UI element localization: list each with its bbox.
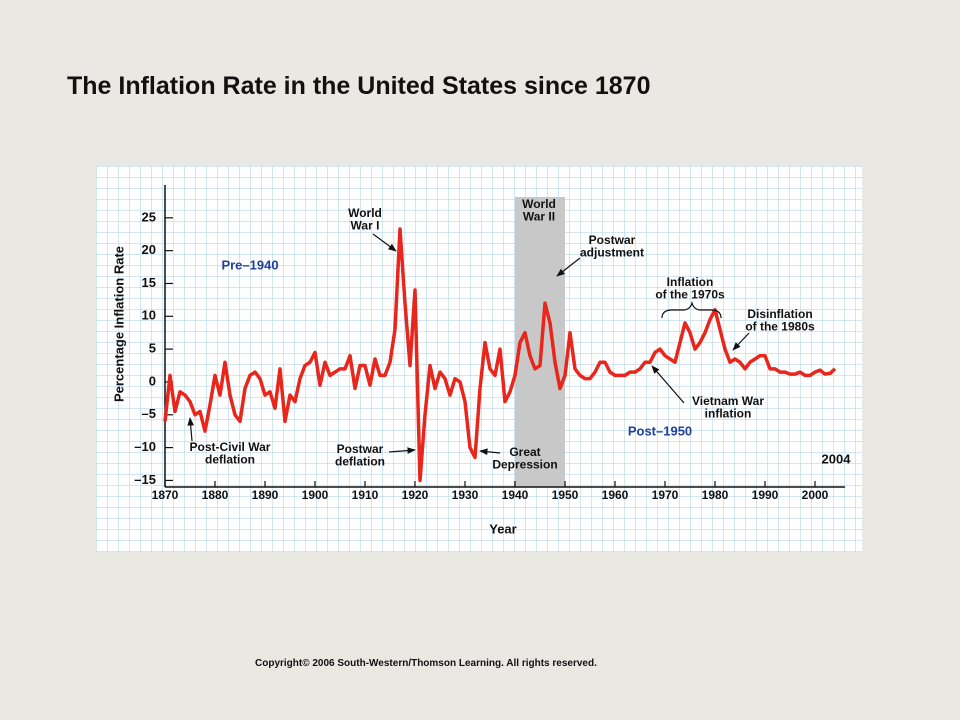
data-line [163,227,837,483]
annotation: deflation [205,453,255,467]
annotation: Pre–1940 [221,257,278,272]
annotation: Disinflation [747,307,812,321]
annotation: World [522,197,556,211]
annotation: Postwar [337,442,384,456]
x-tick-label: 1890 [252,488,279,502]
x-tick-label: 1960 [602,488,629,502]
x-tick-label: 1870 [152,488,179,502]
annotation: Postwar [589,233,636,247]
annotation: inflation [705,407,752,421]
annotation-arrow [651,365,685,404]
annotation-arrow [732,332,750,351]
y-tick-label: –15 [134,472,156,487]
slide-title: The Inflation Rate in the United States … [67,72,651,100]
y-tick-label: 10 [142,308,156,323]
x-tick-label: 1940 [502,488,529,502]
annotation: War I [351,219,380,233]
annotation-arrow [479,448,501,456]
y-tick-label: 5 [149,341,156,356]
annotation-arrow [372,233,397,252]
annotation: Great [509,445,540,459]
annotation: Vietnam War [692,394,764,408]
annotation: Inflation [667,275,714,289]
annotation-arrow [388,447,416,454]
annotation: Post–1950 [628,423,692,438]
x-tick-label: 1900 [302,488,329,502]
x-tick-label: 1970 [652,488,679,502]
annotation: 2004 [822,451,852,466]
annotation: World [348,206,382,220]
x-tick-label: 1950 [552,488,579,502]
y-axis-label: Percentage Inflation Rate [111,246,126,402]
annotation: Post-Civil War [190,440,271,454]
x-tick-label: 1930 [452,488,479,502]
y-tick-label: –5 [142,406,156,421]
shaded-region [515,197,565,487]
y-tick-label: –10 [134,439,156,454]
x-tick-label: 1980 [702,488,729,502]
x-tick-label: 1920 [402,488,429,502]
x-tick-label: 1910 [352,488,379,502]
x-tick-label: 1990 [752,488,779,502]
x-axis-label: Year [489,521,516,536]
annotation: of the 1970s [655,288,725,302]
annotation: War II [523,210,555,224]
x-tick-label: 1880 [202,488,229,502]
y-tick-label: 25 [142,209,156,224]
annotation: adjustment [580,246,644,260]
y-tick-label: 20 [142,242,156,257]
annotation: Depression [492,458,557,472]
x-tick-label: 2000 [802,488,829,502]
annotation: of the 1980s [745,320,815,334]
annotation: deflation [335,455,385,469]
annotation-brace [661,300,722,319]
y-tick-label: 15 [142,275,156,290]
y-tick-label: 0 [149,373,156,388]
annotation-arrow [187,417,195,442]
copyright: Copyright© 2006 South-Western/Thomson Le… [255,658,597,669]
annotation-arrow [556,257,581,277]
